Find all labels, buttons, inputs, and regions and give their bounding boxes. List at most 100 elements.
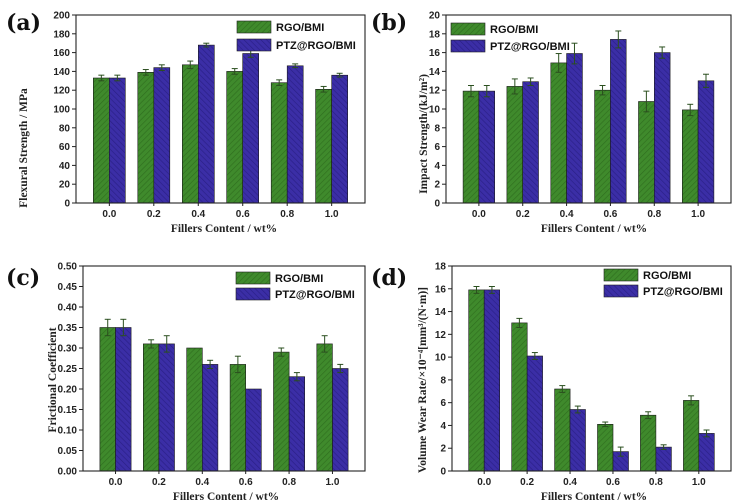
x-axis-label: Fillers Content / wt% xyxy=(541,223,647,235)
y-tick-label: 8 xyxy=(434,123,440,134)
y-tick-label: 60 xyxy=(59,142,71,153)
legend-swatch xyxy=(450,39,486,53)
y-tick-label: 180 xyxy=(53,29,70,40)
x-tick-label: 0.4 xyxy=(195,477,209,488)
error-bar xyxy=(687,103,694,117)
y-tick-label: 8 xyxy=(440,375,446,386)
y-tick-label: 2 xyxy=(434,180,440,191)
panel-c: 0.0 0.2 0.4 0.6 0.8 1.0 0.00 0.05 0.10 0.15 0.20 0.… xyxy=(6,262,366,503)
bar-rgo-bmi-0.8 xyxy=(640,414,657,472)
panel-label: (d) xyxy=(371,265,407,291)
x-tick-label: 0.4 xyxy=(563,477,577,488)
legend-item-rgo-bmi: RGO/BMI xyxy=(450,22,538,36)
error-bar xyxy=(114,74,121,82)
x-axis-label: Fillers Content / wt% xyxy=(171,223,277,235)
y-tick-label: 0.25 xyxy=(58,364,78,375)
legend-label: RGO/BMI xyxy=(275,273,323,285)
bar-ptz-rgo-bmi-0.2 xyxy=(153,67,171,204)
bar-rgo-bmi-1.0 xyxy=(683,400,700,472)
legend: RGO/BMI PTZ@RGO/BMI xyxy=(603,268,723,298)
legend-label: RGO/BMI xyxy=(276,22,324,34)
error-bar xyxy=(234,355,241,374)
error-bar xyxy=(703,73,710,88)
y-tick-label: 0 xyxy=(64,199,70,210)
error-bar xyxy=(320,85,327,93)
y-tick-label: 6 xyxy=(434,142,440,153)
bar-ptz-rgo-bmi-0.8 xyxy=(286,65,304,204)
legend-swatch xyxy=(236,20,272,34)
legend-item-ptz-rgo-bmi: PTZ@RGO/BMI xyxy=(450,39,570,53)
error-bar xyxy=(207,359,214,369)
error-bar xyxy=(158,64,165,71)
y-tick-label: 0.00 xyxy=(58,467,78,478)
bar-rgo-bmi-0.4 xyxy=(550,62,567,204)
error-bar xyxy=(599,85,606,96)
y-tick-label: 20 xyxy=(429,11,441,22)
y-tick-label: 18 xyxy=(435,262,447,273)
y-tick-label: 4 xyxy=(434,161,440,172)
plot-area: 0.0 0.2 0.4 0.6 0.8 1.0 0.00 0.05 0.10 0.15 0.20 0.… xyxy=(58,262,366,488)
x-tick-label: 0.6 xyxy=(606,477,620,488)
legend-swatch xyxy=(235,271,271,285)
bar-rgo-bmi-0.2 xyxy=(506,86,523,204)
legend: RGO/BMI PTZ@RGO/BMI xyxy=(235,271,355,301)
legend-label: RGO/BMI xyxy=(490,24,538,36)
bar-ptz-rgo-bmi-0.2 xyxy=(522,81,539,204)
error-bar xyxy=(703,429,710,438)
x-axis-label: Fillers Content / wt% xyxy=(541,491,647,503)
y-tick-label: 14 xyxy=(429,67,441,78)
bar-ptz-rgo-bmi-0.2 xyxy=(526,355,543,472)
panel-label: (b) xyxy=(371,10,407,36)
y-tick-label: 0.15 xyxy=(58,405,78,416)
y-tick-label: 80 xyxy=(59,123,71,134)
y-tick-label: 16 xyxy=(429,48,441,59)
error-bar xyxy=(574,405,581,414)
bar-ptz-rgo-bmi-0.4 xyxy=(202,364,219,472)
error-bar xyxy=(203,42,210,48)
plot-area: 0.0 0.2 0.4 0.6 0.8 1.0 0 20 40 60 80 100 120 140 160 1… xyxy=(53,11,366,220)
legend-item-rgo-bmi: RGO/BMI xyxy=(235,271,323,285)
legend: RGO/BMI PTZ@RGO/BMI xyxy=(236,20,356,52)
x-tick-label: 1.0 xyxy=(326,477,340,488)
y-tick-label: 6 xyxy=(440,398,446,409)
x-tick-label: 0.0 xyxy=(109,477,123,488)
bar-ptz-rgo-bmi-0.6 xyxy=(610,39,627,204)
error-bar xyxy=(98,74,105,82)
legend-label: RGO/BMI xyxy=(643,270,691,282)
error-bar xyxy=(483,85,490,98)
error-bar xyxy=(643,90,650,113)
bar-rgo-bmi-0.2 xyxy=(137,72,155,204)
y-tick-label: 0.05 xyxy=(58,446,78,457)
plot-frame xyxy=(75,14,366,204)
error-bar xyxy=(559,385,566,393)
error-bar xyxy=(531,352,538,360)
x-tick-label: 0.0 xyxy=(477,477,491,488)
legend-swatch xyxy=(235,287,271,301)
x-axis-label: Fillers Content / wt% xyxy=(173,491,279,503)
plot-area: 0.0 0.2 0.4 0.6 0.8 1.0 0 2 4 6 8 10 12 14 16 18 xyxy=(435,262,732,488)
x-tick-label: 0.4 xyxy=(191,209,205,220)
y-tick-label: 10 xyxy=(429,105,441,116)
bar-ptz-rgo-bmi-1.0 xyxy=(332,368,349,472)
y-axis-label: Flexural Strength / MPa xyxy=(18,88,30,208)
error-bar xyxy=(516,317,523,328)
bar-rgo-bmi-0.0 xyxy=(462,90,480,204)
error-bar xyxy=(187,60,194,70)
error-bar xyxy=(278,347,285,357)
bar-rgo-bmi-0.4 xyxy=(182,64,199,204)
y-tick-label: 0.50 xyxy=(58,262,78,273)
bar-ptz-rgo-bmi-0.0 xyxy=(478,90,495,204)
y-tick-label: 0 xyxy=(440,467,446,478)
y-tick-label: 0.40 xyxy=(58,303,78,314)
bar-ptz-rgo-bmi-0.0 xyxy=(483,289,501,472)
bar-ptz-rgo-bmi-0.6 xyxy=(242,53,259,204)
bar-ptz-rgo-bmi-0.4 xyxy=(566,53,583,204)
x-tick-label: 0.0 xyxy=(472,209,486,220)
bar-ptz-rgo-bmi-0.4 xyxy=(198,44,215,204)
bar-rgo-bmi-0.6 xyxy=(597,423,614,472)
bar-ptz-rgo-bmi-0.0 xyxy=(109,77,126,204)
bar-rgo-bmi-0.6 xyxy=(226,71,243,204)
y-tick-label: 20 xyxy=(59,180,71,191)
legend-item-ptz-rgo-bmi: PTZ@RGO/BMI xyxy=(236,38,356,52)
